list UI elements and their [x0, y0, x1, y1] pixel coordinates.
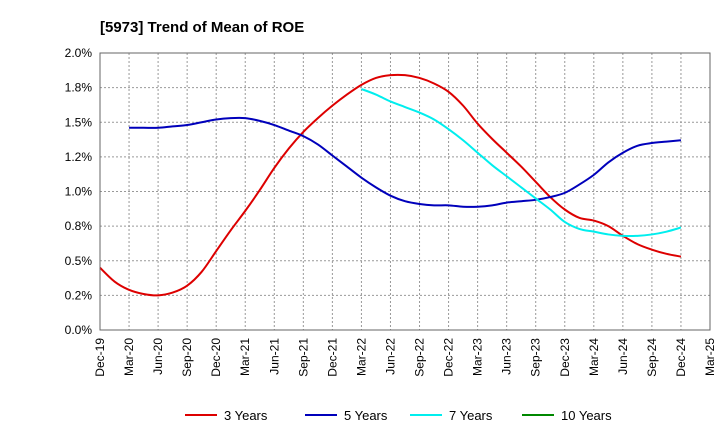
y-axis-ticks: 0.0% 0.2% 0.5% 0.8% 1.0% 1.2% 1.5% 1.8% 2.0%: [65, 46, 93, 337]
x-tick-label: Mar-23: [471, 338, 485, 376]
x-tick-label: Jun-24: [616, 338, 630, 375]
x-tick-label: Mar-21: [238, 338, 252, 376]
legend-label: 5 Years: [344, 408, 388, 423]
y-tick-label: 0.0%: [65, 323, 93, 337]
series-lines: [99, 73, 682, 297]
x-axis-ticks: Dec-19 Mar-20 Jun-20 Sep-20 Dec-20 Mar-21 Jun-…: [93, 338, 717, 377]
legend-label: 3 Years: [224, 408, 268, 423]
x-tick-label: Dec-22: [442, 338, 456, 377]
x-tick-label: Jun-21: [267, 338, 281, 375]
x-tick-label: Jun-20: [151, 338, 165, 375]
gridlines: [100, 53, 710, 330]
x-tick-label: Sep-21: [296, 338, 310, 377]
x-tick-label: Dec-20: [209, 338, 223, 377]
x-tick-label: Mar-20: [122, 338, 136, 376]
y-tick-label: 1.8%: [65, 81, 93, 95]
y-tick-label: 2.0%: [65, 46, 93, 60]
y-tick-label: 0.2%: [65, 288, 93, 302]
chart-title: [5973] Trend of Mean of ROE: [100, 19, 304, 36]
x-tick-label: Sep-23: [529, 338, 543, 377]
x-tick-label: Mar-24: [587, 338, 601, 376]
y-tick-label: 0.5%: [65, 254, 93, 268]
y-tick-label: 1.5%: [65, 115, 93, 129]
y-tick-label: 1.2%: [65, 150, 93, 164]
series-line-5-years: [129, 116, 682, 208]
legend: 3 Years 5 Years 7 Years 10 Years: [185, 408, 612, 423]
x-tick-label: Sep-20: [180, 338, 194, 377]
x-tick-label: Jun-23: [500, 338, 514, 375]
series-line-3-years: [99, 73, 682, 297]
legend-label: 7 Years: [449, 408, 493, 423]
plot-border: [99, 52, 711, 331]
x-tick-label: Sep-24: [645, 338, 659, 377]
y-tick-label: 0.8%: [65, 219, 93, 233]
x-tick-label: Dec-19: [93, 338, 107, 377]
series-line-7-years: [361, 88, 682, 237]
legend-label: 10 Years: [561, 408, 612, 423]
y-tick-label: 1.0%: [65, 185, 93, 199]
x-tick-label: Mar-22: [354, 338, 368, 376]
x-tick-label: Jun-22: [383, 338, 397, 375]
x-tick-label: Dec-21: [325, 338, 339, 377]
x-tick-label: Mar-25: [703, 338, 717, 376]
x-tick-label: Dec-24: [674, 338, 688, 377]
x-tick-label: Sep-22: [413, 338, 427, 377]
x-tick-label: Dec-23: [558, 338, 572, 377]
